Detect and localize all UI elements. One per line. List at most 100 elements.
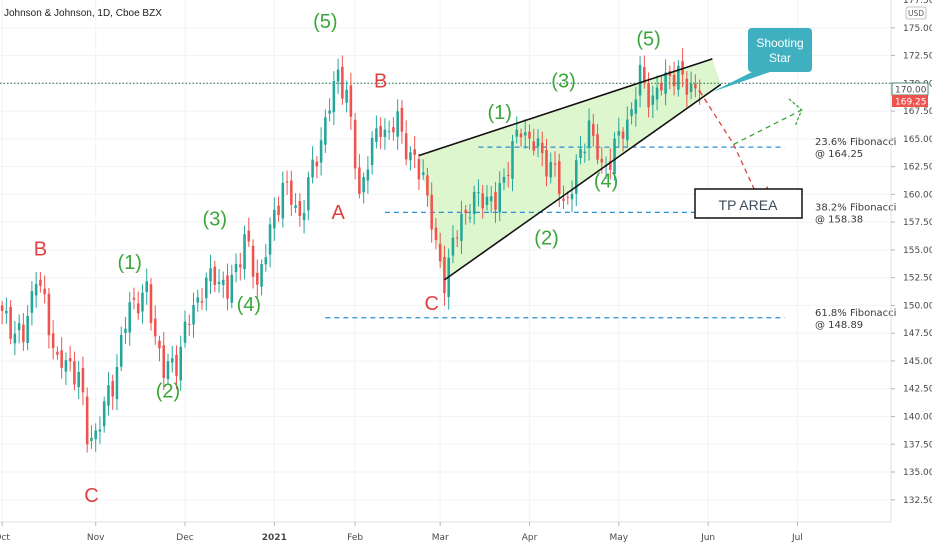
- y-tick-label: 152.50: [903, 274, 932, 284]
- candle-body: [404, 133, 408, 160]
- currency-badge[interactable]: USD: [905, 6, 927, 20]
- wave-label: (4): [594, 171, 618, 193]
- candle-body: [73, 361, 76, 385]
- candle-body: [60, 350, 63, 368]
- candle-body: [430, 194, 433, 230]
- candle-body: [141, 292, 144, 312]
- candle-body: [294, 205, 297, 209]
- candle-body: [0, 305, 4, 311]
- candle-body: [438, 243, 442, 262]
- candle-body: [349, 85, 353, 117]
- wave-label: (1): [487, 102, 511, 124]
- candle-body: [694, 84, 697, 89]
- candle-body: [124, 328, 127, 333]
- candle-body: [481, 193, 484, 209]
- candle-body: [153, 318, 157, 337]
- wave-label: C: [424, 293, 438, 315]
- candle-body: [570, 193, 574, 200]
- candle-body: [579, 149, 582, 158]
- candle-body: [332, 81, 336, 113]
- x-tick-label: Jul: [791, 533, 803, 543]
- candle-body: [417, 159, 421, 180]
- x-tick-label: May: [610, 533, 629, 543]
- candle-body: [660, 83, 663, 91]
- x-tick-label: Oct: [0, 533, 10, 543]
- candle-body: [362, 177, 365, 193]
- candle-body: [226, 275, 229, 299]
- candle-body: [136, 303, 140, 314]
- chart-title: Johnson & Johnson, 1D, Cboe BZX: [4, 8, 162, 19]
- candle-body: [256, 272, 259, 285]
- candle-body: [307, 177, 310, 211]
- candle-body: [192, 304, 195, 325]
- x-tick-label: 2021: [262, 533, 287, 543]
- candle-body: [443, 256, 446, 294]
- y-tick-label: 150.00: [903, 301, 932, 311]
- candle-body: [166, 361, 170, 379]
- candle-body: [260, 264, 263, 287]
- candle-body: [196, 297, 200, 303]
- wave-label: (4): [237, 294, 261, 316]
- y-tick-label: 132.50: [903, 496, 932, 506]
- wave-label: (2): [156, 381, 180, 403]
- candle-body: [315, 161, 319, 167]
- candle-body: [421, 172, 425, 176]
- candle-body: [655, 87, 659, 100]
- candle-body: [56, 351, 59, 355]
- y-tick-label: 137.50: [903, 440, 932, 450]
- candle-body: [370, 137, 374, 166]
- wedge-trendlines: [418, 58, 722, 281]
- candle-body: [519, 133, 523, 138]
- y-tick-label: 145.00: [903, 357, 932, 367]
- candle-body: [613, 138, 616, 175]
- candle-body: [128, 302, 131, 333]
- wave-label: (1): [117, 252, 141, 274]
- candle-body: [375, 128, 378, 142]
- candle-body: [64, 360, 68, 372]
- fibonacci-label: 38.2% Fibonacci: [815, 202, 896, 213]
- fibonacci-value: @ 164.25: [815, 149, 863, 160]
- candle-body: [290, 180, 293, 205]
- candle-body: [617, 130, 621, 136]
- candle-body: [132, 297, 136, 300]
- price-tag-170-label: 170.00: [895, 86, 927, 96]
- candle-body: [268, 224, 272, 255]
- candle-body: [230, 274, 234, 303]
- price-tag-current: 169.25: [892, 95, 928, 108]
- candle-body: [468, 217, 472, 219]
- price-tag-170: 170.00: [891, 82, 929, 96]
- candle-body: [345, 89, 348, 103]
- candle-body: [366, 169, 370, 181]
- y-tick-label: 142.50: [903, 385, 932, 395]
- y-tick-label: 157.50: [903, 218, 932, 228]
- candle-body: [621, 131, 625, 139]
- candle-body: [222, 279, 225, 286]
- wave-label: (5): [636, 29, 660, 51]
- candle-body: [30, 291, 34, 313]
- candle-body: [596, 134, 599, 160]
- candle-body: [677, 65, 680, 90]
- candle-body: [298, 201, 302, 217]
- candle-body: [562, 198, 565, 201]
- time-axis-ticks[interactable]: Oct Nov Dec 2021 Feb Mar Apr May Jun Jul: [0, 522, 803, 543]
- candle-body: [400, 107, 404, 132]
- wave-label: B: [374, 71, 387, 93]
- shooting-star-callout: Shooting Star: [712, 28, 812, 92]
- candle-body: [698, 90, 701, 92]
- candle-body: [200, 301, 204, 303]
- candle-body: [302, 212, 306, 221]
- candle-body: [247, 230, 251, 242]
- candle-body: [239, 264, 242, 268]
- candle-body: [13, 333, 17, 344]
- candle-body: [413, 149, 416, 155]
- candle-body: [81, 367, 85, 393]
- candle-body: [464, 209, 467, 214]
- y-tick-label: 167.50: [903, 107, 932, 117]
- candle-body: [592, 123, 595, 136]
- candle-body: [51, 333, 55, 349]
- y-tick-label: 172.50: [903, 52, 932, 62]
- candle-body: [175, 354, 178, 377]
- candle-body: [409, 152, 412, 161]
